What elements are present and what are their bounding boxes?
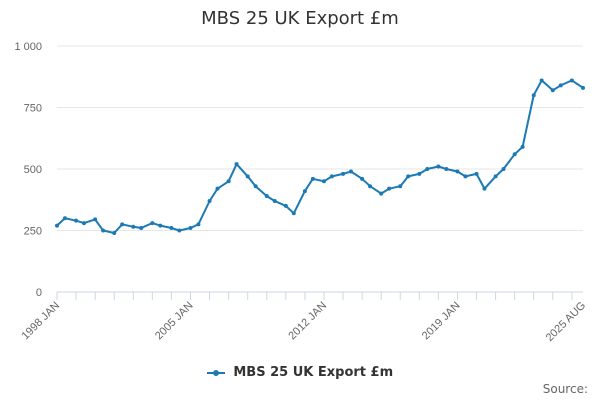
data-point[interactable] (234, 162, 239, 167)
x-tick-label: 2012 JAN (286, 300, 329, 343)
data-point[interactable] (406, 174, 411, 179)
legend-label: MBS 25 UK Export £m (233, 365, 394, 380)
data-point[interactable] (55, 223, 59, 228)
y-tick-label: 0 (36, 287, 42, 299)
series-layer (55, 78, 585, 235)
data-point[interactable] (62, 216, 67, 221)
data-point[interactable] (417, 171, 422, 176)
data-point[interactable] (341, 171, 346, 176)
data-point[interactable] (493, 174, 498, 179)
data-point[interactable] (581, 85, 585, 90)
data-point[interactable] (482, 186, 487, 191)
data-point[interactable] (520, 144, 525, 149)
x-tick-label: 2019 JAN (420, 300, 463, 343)
data-point[interactable] (196, 222, 201, 227)
data-point[interactable] (436, 164, 441, 169)
data-point[interactable] (272, 198, 277, 203)
data-point[interactable] (558, 83, 563, 88)
data-point[interactable] (512, 152, 517, 157)
data-point[interactable] (550, 88, 555, 93)
data-point[interactable] (112, 230, 117, 235)
data-point[interactable] (215, 186, 220, 191)
data-point[interactable] (169, 226, 174, 231)
series-line[interactable] (56, 79, 584, 234)
data-point[interactable] (474, 171, 479, 176)
data-point[interactable] (158, 223, 163, 228)
data-point[interactable] (539, 78, 544, 83)
axis-layer: 0 250 500 750 1 000 1998 JAN 2005 JAN 2012 JAN 2… (14, 41, 588, 344)
data-point[interactable] (188, 226, 193, 231)
data-point[interactable] (131, 224, 136, 229)
data-point[interactable] (455, 169, 460, 174)
data-point[interactable] (329, 174, 334, 179)
data-point[interactable] (291, 211, 296, 216)
data-point[interactable] (150, 221, 155, 226)
x-tick-label: 2025 AUG (544, 300, 588, 344)
data-point[interactable] (82, 221, 87, 226)
data-point[interactable] (245, 174, 250, 179)
data-point[interactable] (425, 167, 430, 171)
data-point[interactable] (139, 226, 144, 231)
y-tick-label: 1 000 (14, 41, 42, 53)
data-point[interactable] (207, 198, 212, 203)
data-point[interactable] (302, 189, 307, 194)
data-point[interactable] (368, 184, 373, 189)
data-point[interactable] (101, 228, 106, 233)
x-tick-label: 1998 JAN (19, 300, 62, 343)
data-point[interactable] (569, 78, 574, 83)
data-point[interactable] (177, 228, 182, 233)
data-point[interactable] (310, 176, 315, 181)
data-point[interactable] (360, 176, 365, 181)
data-point[interactable] (398, 184, 403, 189)
y-tick-label: 750 (24, 103, 42, 115)
data-point[interactable] (264, 194, 269, 199)
y-tick-label: 500 (24, 164, 42, 176)
data-point[interactable] (501, 167, 506, 171)
data-point[interactable] (93, 217, 98, 222)
data-point[interactable] (463, 174, 468, 179)
data-point[interactable] (348, 169, 353, 174)
data-point[interactable] (321, 179, 326, 184)
data-point[interactable] (253, 184, 258, 189)
data-point[interactable] (444, 167, 449, 171)
source-label: Source: (542, 382, 588, 396)
data-point[interactable] (120, 222, 125, 227)
data-point[interactable] (226, 179, 231, 184)
x-tick-label: 2005 JAN (153, 300, 196, 343)
legend[interactable]: MBS 25 UK Export £m (0, 365, 600, 380)
data-point[interactable] (387, 186, 392, 191)
y-tick-label: 250 (24, 226, 42, 238)
data-point[interactable] (531, 93, 536, 98)
data-point[interactable] (379, 191, 384, 196)
chart-title: MBS 25 UK Export £m (201, 8, 399, 29)
legend-swatch-icon (206, 367, 225, 379)
data-point[interactable] (74, 218, 79, 223)
data-point[interactable] (283, 203, 288, 208)
